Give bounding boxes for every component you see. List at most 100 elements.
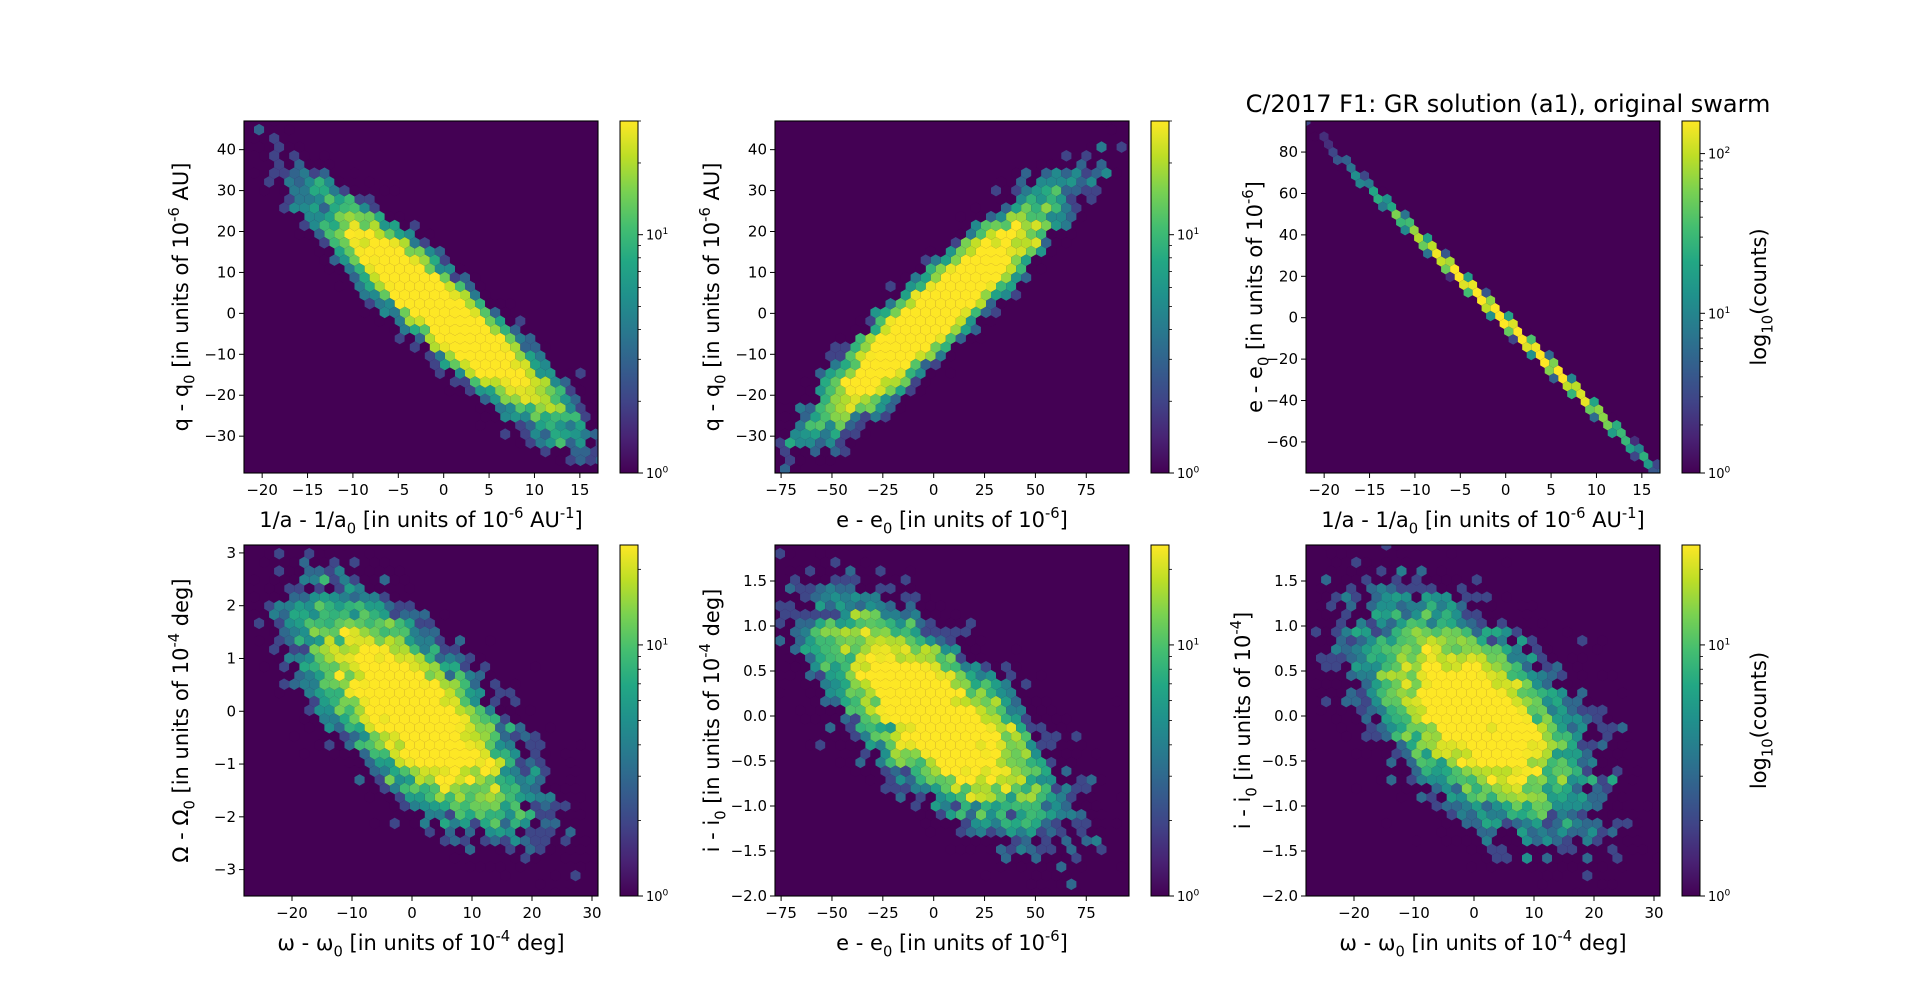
hexbin-cell [1071, 887, 1082, 896]
x-tick-label: −20 [246, 481, 278, 499]
x-tick-label: 0 [439, 481, 449, 499]
hexbin-cell [409, 237, 420, 249]
hexbin-cell [449, 695, 460, 708]
hexbin-cell [1421, 678, 1432, 690]
hexbin-cell [279, 202, 290, 214]
hexbin-cell [384, 263, 395, 275]
hexbin-cell [369, 626, 380, 638]
hexbin-cell [1496, 791, 1507, 804]
hexbin-cell [905, 756, 916, 769]
hexbin-cell [510, 730, 521, 743]
hexbin-cell [1041, 167, 1052, 179]
axes-frame [1305, 120, 1661, 474]
hexbin-cell [294, 158, 305, 171]
hexbin-cell [485, 634, 496, 647]
hexbin-cell [1577, 687, 1588, 699]
hexbin-cell [1602, 835, 1613, 847]
hexbin-cell [580, 835, 591, 847]
hexbin-cell [319, 545, 330, 551]
hexbin-cell [1542, 661, 1553, 673]
hexbin-cell [570, 869, 581, 882]
hexbin-cell [349, 202, 360, 214]
hexbin-cell [495, 791, 506, 804]
hexbin-cell [820, 608, 831, 621]
hexbin-cell [1582, 817, 1593, 830]
hexbin-cell [444, 634, 455, 647]
hexbin-cell [329, 643, 340, 656]
hexbin-cell [925, 634, 936, 647]
hexbin-cell [880, 643, 891, 656]
hexbin-cell [575, 437, 586, 449]
hexbin-cell [1597, 861, 1608, 873]
hexbin-cell [394, 739, 405, 751]
hexbin-cell [925, 774, 936, 786]
hexbin-cell [424, 687, 435, 699]
hexbin-cell [495, 721, 506, 734]
hexbin-cell [1361, 713, 1372, 725]
hexbin-cell [515, 774, 526, 786]
hexbin-cell [490, 765, 501, 777]
hexbin-cell [1016, 861, 1027, 873]
hexbin-cell [890, 713, 901, 725]
hexbin-cell [439, 341, 450, 353]
hexbin-cell [1346, 652, 1357, 664]
hexbin-cell [384, 245, 395, 258]
hexbin-cell [485, 861, 496, 873]
hexbin-cell [434, 367, 445, 380]
hexbin-cell [855, 582, 866, 595]
hexbin-layer [775, 121, 1129, 473]
hexbin-cell [805, 565, 816, 577]
hexbin-cell [1508, 334, 1518, 345]
hexbin-cell [585, 402, 596, 414]
hexbin-cell [319, 591, 330, 603]
hexbin-cell [1451, 643, 1462, 656]
hexbin-cell [409, 678, 420, 690]
hexbin-cell [1381, 643, 1392, 656]
hexbin-cell [945, 843, 956, 856]
hexbin-cell [289, 661, 300, 673]
hexbin-cell [1006, 263, 1017, 275]
hexbin-cell [800, 574, 811, 586]
hexbin-cell [945, 704, 956, 717]
hexbin-cell [444, 297, 455, 310]
hexbin-cell [334, 739, 345, 751]
hexbin-cell [1542, 852, 1553, 864]
hexbin-cell [510, 324, 521, 336]
hexbin-cell [1426, 774, 1437, 786]
hexbin-cell [364, 687, 375, 699]
hexbin-cell [434, 791, 445, 804]
hexbin-cell [404, 739, 415, 751]
hexbin-cell [991, 695, 1001, 708]
hexbin-cell [950, 765, 961, 777]
hexbin-cell [955, 808, 966, 821]
hexbin-cell [1506, 687, 1517, 699]
x-axis-label: e - e0 [in units of 10-6] [836, 928, 1068, 960]
hexbin-cell [1006, 245, 1017, 258]
hexbin-cell [970, 730, 981, 743]
hexbin-cell [920, 591, 931, 603]
hexbin-cell [1466, 721, 1477, 734]
hexbin-cell [575, 384, 586, 397]
hexbin-cell [1021, 254, 1032, 266]
hexbin-cell [830, 358, 841, 371]
hexbin-cell [1101, 121, 1112, 127]
hexbin-cell [274, 600, 285, 612]
hexbin-cell [1531, 342, 1541, 353]
hexbin-cell [1051, 167, 1062, 179]
hexbin-cell [1086, 176, 1097, 188]
hexbin-cell [830, 608, 841, 621]
hexbin-cell [915, 791, 926, 804]
hexbin-cell [1001, 835, 1012, 847]
hexbin-cell [1071, 167, 1082, 179]
hexbin-cell [840, 626, 851, 638]
y-tick-label: 0.0 [1274, 707, 1298, 725]
hexbin-cell [1476, 721, 1487, 734]
hexbin-cell [1511, 730, 1522, 743]
y-tick-label: 40 [217, 141, 236, 159]
hexbin-cell [890, 393, 901, 406]
hexbin-cell [465, 384, 476, 397]
hexbin-cell [1446, 547, 1457, 560]
hexbin-cell [1471, 626, 1482, 638]
hexbin-cell [1411, 782, 1422, 795]
hexbin-cell [975, 634, 986, 647]
